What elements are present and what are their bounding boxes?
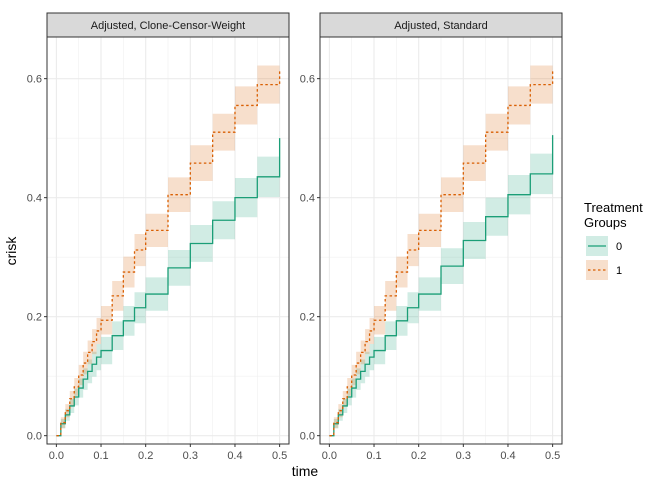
legend-label: 0 [616, 241, 622, 253]
y-tick-label: 0.4 [300, 193, 315, 205]
x-tick-label: 0.1 [366, 450, 381, 462]
y-tick-label: 0.6 [300, 74, 315, 86]
series-line-group-1 [329, 69, 554, 437]
legend-item-group-1: 1 [586, 260, 622, 280]
x-tick-label: 0.2 [411, 450, 426, 462]
legend-title-line1: Treatment [584, 200, 643, 215]
panel-border [46, 36, 290, 445]
series-line-group-1 [56, 69, 281, 437]
confidence-band-group-1 [329, 57, 553, 436]
legend-key-band [586, 260, 608, 280]
series-lines [56, 69, 281, 437]
x-tick-label: 0.1 [93, 450, 108, 462]
x-tick-label: 0.3 [456, 450, 471, 462]
x-tick-label: 0.4 [227, 450, 242, 462]
facet-title: Adjusted, Clone-Censor-Weight [91, 20, 245, 32]
x-axis-title: time [292, 463, 319, 479]
y-axis-title: crisk [3, 236, 19, 266]
legend-label: 1 [616, 265, 622, 277]
x-tick-label: 0.3 [183, 450, 198, 462]
legend-items: 01 [586, 236, 622, 280]
x-tick-label: 0.5 [272, 450, 287, 462]
axes: 0.0 0.1 0.2 0.3 0.4 0.5 0.0 0.2 0.4 0.6 [27, 74, 288, 462]
facet-title: Adjusted, Standard [394, 20, 488, 32]
y-tick-label: 0.6 [27, 74, 42, 86]
x-tick-label: 0.0 [322, 450, 337, 462]
y-tick-label: 0.4 [27, 193, 42, 205]
facet-strip [46, 12, 290, 38]
series-line-group-0 [329, 135, 554, 437]
panel-border [319, 36, 563, 445]
axes: 0.0 0.1 0.2 0.3 0.4 0.5 0.0 0.2 0.4 0.6 [300, 74, 561, 462]
legend-title-line2: Groups [584, 215, 627, 230]
series-line-group-0 [56, 138, 281, 437]
y-tick-label: 0.2 [300, 312, 315, 324]
x-tick-label: 0.2 [138, 450, 153, 462]
y-tick-label: 0.0 [300, 431, 315, 443]
y-tick-label: 0.0 [27, 431, 42, 443]
x-tick-label: 0.5 [545, 450, 560, 462]
legend-item-group-0: 0 [586, 236, 622, 256]
y-tick-label: 0.2 [27, 312, 42, 324]
legend: Treatment Groups 01 [584, 200, 643, 280]
x-tick-label: 0.0 [49, 450, 64, 462]
confidence-band-group-1 [56, 57, 280, 436]
series-lines [329, 69, 554, 437]
x-tick-label: 0.4 [500, 450, 515, 462]
